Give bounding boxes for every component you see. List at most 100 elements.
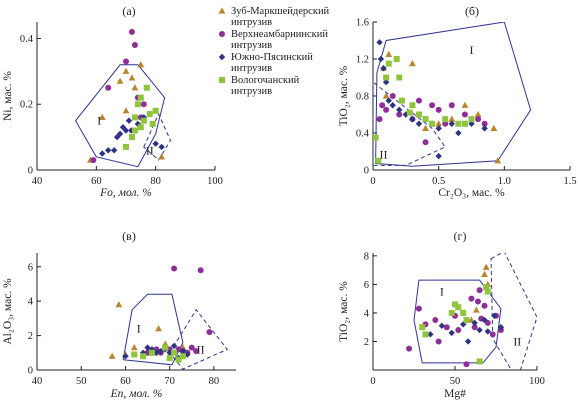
x-tick-label: 80	[209, 376, 220, 387]
data-point	[137, 124, 144, 131]
data-point	[380, 65, 387, 72]
data-point	[155, 325, 163, 332]
data-point	[175, 356, 182, 363]
data-point	[116, 77, 124, 84]
data-point	[373, 134, 379, 141]
data-point	[491, 312, 498, 319]
panel-label: (г)	[454, 229, 467, 243]
legend-label: Зуб-Маркшейдерский	[231, 6, 330, 17]
x-axis-label: Mg#	[444, 388, 466, 400]
data-point	[137, 94, 144, 101]
data-point	[422, 331, 429, 338]
legend-marker	[218, 53, 226, 61]
x-axis-label: Cr₂O₃, мас. %	[438, 187, 505, 199]
data-point	[131, 351, 138, 358]
data-point	[158, 153, 165, 160]
data-point	[481, 125, 488, 132]
legend-label: Южно-Пясинский	[231, 52, 313, 63]
data-point	[105, 84, 112, 91]
data-point	[406, 345, 413, 352]
panel-2: 0 0.5 1.0 1.5 0 0.4 0.8 1.2 1.6 (б) Cr₂O₃, мас. % T…	[338, 4, 577, 199]
y-tick-label: 0.4	[356, 129, 370, 140]
data-point	[481, 270, 488, 278]
data-point	[123, 58, 129, 65]
data-point	[146, 111, 153, 118]
data-point	[435, 338, 442, 345]
data-point	[460, 309, 467, 316]
data-point	[409, 102, 416, 109]
y-tick-label: 0.2	[20, 100, 33, 111]
data-point	[429, 120, 436, 127]
x-tick-label: 70	[164, 376, 175, 387]
y-tick-label: 0	[28, 166, 33, 177]
data-point	[128, 28, 135, 35]
data-point	[494, 157, 502, 164]
x-axis-label: En, мол. %	[110, 388, 163, 400]
data-point	[396, 111, 403, 118]
data-point	[166, 354, 173, 361]
data-point	[422, 124, 429, 131]
data-point	[455, 129, 462, 137]
data-point	[162, 344, 169, 351]
data-point	[415, 120, 423, 127]
data-point	[468, 116, 475, 123]
data-point	[448, 102, 455, 109]
data-point	[134, 120, 142, 128]
y-tick-label: 4	[364, 308, 370, 319]
data-point	[171, 349, 178, 356]
region-label: II	[197, 342, 205, 356]
field-i-outline	[74, 64, 166, 168]
legend: Зуб-МаркшейдерскийинтрузивВерхнеамбарнин…	[218, 6, 330, 97]
legend-label: интрузив	[231, 40, 272, 51]
x-tick-label: 80	[150, 176, 161, 187]
data-point	[481, 120, 488, 127]
legend-marker	[219, 31, 225, 37]
y-tick-label: 0	[28, 366, 33, 377]
y-tick-label: 6	[28, 262, 33, 273]
data-point	[389, 93, 396, 99]
y-axis-label: TiO₂, мас. %	[338, 281, 350, 342]
data-point	[170, 342, 178, 350]
data-point	[432, 317, 439, 324]
data-point	[385, 50, 393, 57]
y-tick-label: 0.4	[20, 34, 34, 45]
data-point	[438, 322, 446, 329]
data-point	[122, 67, 130, 74]
panel-label: (а)	[122, 4, 135, 18]
plot-area	[373, 22, 532, 167]
field-i-outline	[122, 293, 184, 366]
data-point	[131, 84, 139, 91]
data-point	[389, 102, 396, 109]
data-point	[398, 97, 405, 104]
data-point	[484, 288, 491, 295]
legend-label: интрузив	[231, 17, 272, 28]
data-point	[130, 344, 138, 351]
data-point	[484, 328, 491, 335]
x-tick-label: 60	[91, 176, 102, 187]
data-point	[122, 127, 130, 134]
legend-label: Вологочанский	[231, 75, 300, 86]
data-point	[461, 101, 469, 108]
legend-marker	[219, 77, 225, 83]
data-point	[137, 61, 145, 68]
field-ii-outline	[490, 253, 537, 370]
data-point	[461, 111, 468, 118]
data-point	[481, 316, 488, 324]
data-point	[188, 344, 195, 351]
data-point	[435, 120, 443, 127]
data-point	[90, 157, 97, 164]
data-point	[385, 97, 392, 104]
x-tick-label: 0	[370, 176, 375, 187]
field-i-outline	[413, 279, 502, 364]
data-point	[128, 134, 135, 141]
data-point	[429, 102, 436, 109]
data-point	[482, 263, 490, 270]
data-point	[385, 60, 392, 67]
data-point	[179, 347, 187, 355]
data-point	[497, 323, 505, 331]
x-axis-label: Fo, мол. %	[99, 187, 152, 199]
panel-3: 40 50 60 70 80 0 2 4 6 (в) En, мол. % Al₂O₃, мас. %…	[2, 229, 236, 400]
